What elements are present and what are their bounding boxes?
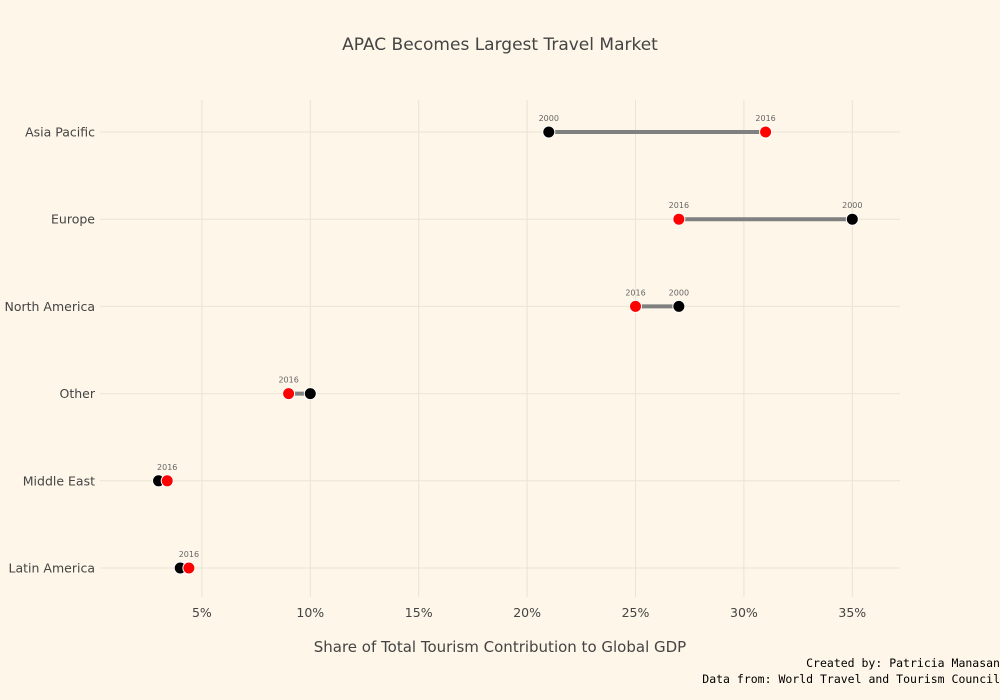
- point-2000: [845, 212, 859, 226]
- annotation-label: 2016: [625, 288, 645, 297]
- x-axis-ticks: 5% 10% 15% 20% 25% 30% 35%: [192, 605, 866, 620]
- point-2000: [542, 125, 556, 139]
- annotation-label: 2016: [669, 201, 689, 210]
- point-2016: [629, 299, 643, 313]
- y-tick-label: North America: [5, 299, 96, 314]
- point-2016: [282, 387, 296, 401]
- x-tick-label: 20%: [513, 605, 541, 620]
- annotation-label: 2000: [842, 201, 862, 210]
- x-axis-label: Share of Total Tourism Contribution to G…: [314, 638, 686, 656]
- y-tick-label: Latin America: [9, 561, 95, 576]
- x-tick-label: 5%: [192, 605, 212, 620]
- chart-marks: 2000 2016 2016 2000 2016 2000 2016 2016 2016: [152, 114, 862, 575]
- chart-title: APAC Becomes Largest Travel Market: [342, 35, 658, 55]
- annotation-label: 2016: [278, 376, 298, 385]
- x-tick-label: 25%: [622, 605, 650, 620]
- credit-source: Data from: World Travel and Tourism Coun…: [702, 672, 1000, 686]
- y-axis-ticks: Asia Pacific Europe North America Other Midd…: [5, 125, 96, 576]
- y-tick-label: Asia Pacific: [25, 125, 95, 140]
- point-2000: [303, 387, 317, 401]
- point-2016: [182, 561, 196, 575]
- y-tick-label: Europe: [51, 212, 95, 227]
- point-2016: [759, 125, 773, 139]
- y-tick-label: Middle East: [23, 473, 95, 488]
- annotation-label: 2000: [539, 114, 559, 123]
- annotation-label: 2016: [755, 114, 775, 123]
- annotation-label: 2000: [669, 288, 689, 297]
- x-tick-label: 15%: [405, 605, 433, 620]
- point-2000: [672, 299, 686, 313]
- point-2016: [672, 212, 686, 226]
- grid-lines: [100, 100, 900, 597]
- x-tick-label: 35%: [838, 605, 866, 620]
- x-tick-label: 30%: [730, 605, 758, 620]
- annotation-label: 2016: [179, 550, 199, 559]
- credit-author: Created by: Patricia Manasan: [806, 656, 1000, 670]
- x-tick-label: 10%: [296, 605, 324, 620]
- annotation-label: 2016: [157, 463, 177, 472]
- point-2016: [160, 474, 174, 488]
- y-tick-label: Other: [60, 386, 96, 401]
